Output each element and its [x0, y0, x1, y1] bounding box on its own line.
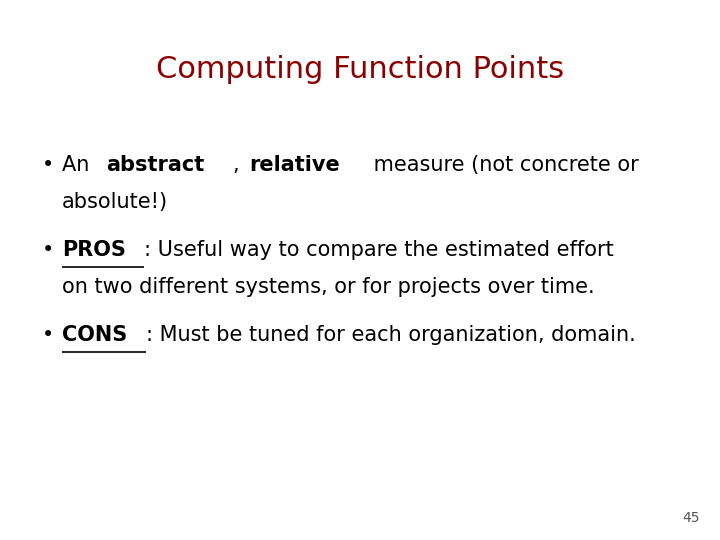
Text: Computing Function Points: Computing Function Points — [156, 55, 564, 84]
Text: relative: relative — [250, 155, 341, 175]
Text: An: An — [62, 155, 96, 175]
Text: : Must be tuned for each organization, domain.: : Must be tuned for each organization, d… — [146, 325, 636, 345]
Text: 45: 45 — [683, 511, 700, 525]
Text: : Useful way to compare the estimated effort: : Useful way to compare the estimated ef… — [145, 240, 614, 260]
Text: •: • — [42, 155, 54, 175]
Text: •: • — [42, 240, 54, 260]
Text: on two different systems, or for projects over time.: on two different systems, or for project… — [62, 277, 595, 297]
Text: ,: , — [233, 155, 246, 175]
Text: PROS: PROS — [62, 240, 126, 260]
Text: •: • — [42, 325, 54, 345]
Text: absolute!): absolute!) — [62, 192, 168, 212]
Text: abstract: abstract — [106, 155, 204, 175]
Text: CONS: CONS — [62, 325, 127, 345]
Text: measure (not concrete or: measure (not concrete or — [366, 155, 639, 175]
